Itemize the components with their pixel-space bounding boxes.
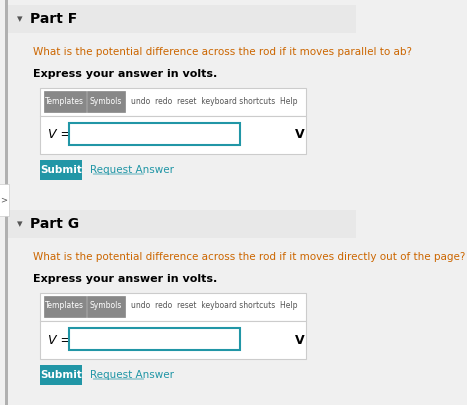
Text: Express your answer in volts.: Express your answer in volts.	[33, 274, 217, 284]
FancyBboxPatch shape	[40, 116, 306, 154]
Text: ▾: ▾	[17, 14, 22, 24]
Text: V: V	[295, 128, 304, 141]
FancyBboxPatch shape	[86, 91, 126, 112]
FancyBboxPatch shape	[40, 321, 306, 359]
FancyBboxPatch shape	[0, 184, 8, 216]
Text: undo  redo  reset  keyboard shortcuts  Help: undo redo reset keyboard shortcuts Help	[131, 96, 297, 105]
FancyBboxPatch shape	[40, 160, 82, 180]
FancyBboxPatch shape	[8, 5, 356, 33]
FancyBboxPatch shape	[40, 88, 306, 116]
Text: What is the potential difference across the rod if it moves directly out of the : What is the potential difference across …	[33, 252, 465, 262]
Text: Part F: Part F	[29, 12, 77, 26]
FancyBboxPatch shape	[40, 365, 82, 385]
FancyBboxPatch shape	[40, 293, 306, 321]
FancyBboxPatch shape	[43, 91, 86, 112]
Bar	[6, 0, 8, 405]
Text: Express your answer in volts.: Express your answer in volts.	[33, 69, 217, 79]
Text: V =: V =	[48, 128, 71, 141]
Text: Symbols: Symbols	[90, 301, 122, 311]
FancyBboxPatch shape	[8, 210, 356, 238]
Text: Request Answer: Request Answer	[91, 165, 174, 175]
Text: Symbols: Symbols	[90, 96, 122, 105]
Text: ▾: ▾	[17, 219, 22, 229]
Text: undo  redo  reset  keyboard shortcuts  Help: undo redo reset keyboard shortcuts Help	[131, 301, 297, 311]
FancyBboxPatch shape	[69, 123, 240, 145]
Text: Submit: Submit	[40, 370, 82, 380]
Text: Submit: Submit	[40, 165, 82, 175]
Text: What is the potential difference across the rod if it moves parallel to ab?: What is the potential difference across …	[33, 47, 412, 57]
Text: Request Answer: Request Answer	[91, 370, 174, 380]
Text: V: V	[295, 333, 304, 347]
FancyBboxPatch shape	[43, 296, 86, 317]
FancyBboxPatch shape	[86, 296, 126, 317]
Text: V =: V =	[48, 333, 71, 347]
Text: >: >	[0, 196, 7, 205]
FancyBboxPatch shape	[69, 328, 240, 350]
Text: Templates: Templates	[45, 301, 84, 311]
Text: Part G: Part G	[29, 217, 79, 231]
Text: Templates: Templates	[45, 96, 84, 105]
